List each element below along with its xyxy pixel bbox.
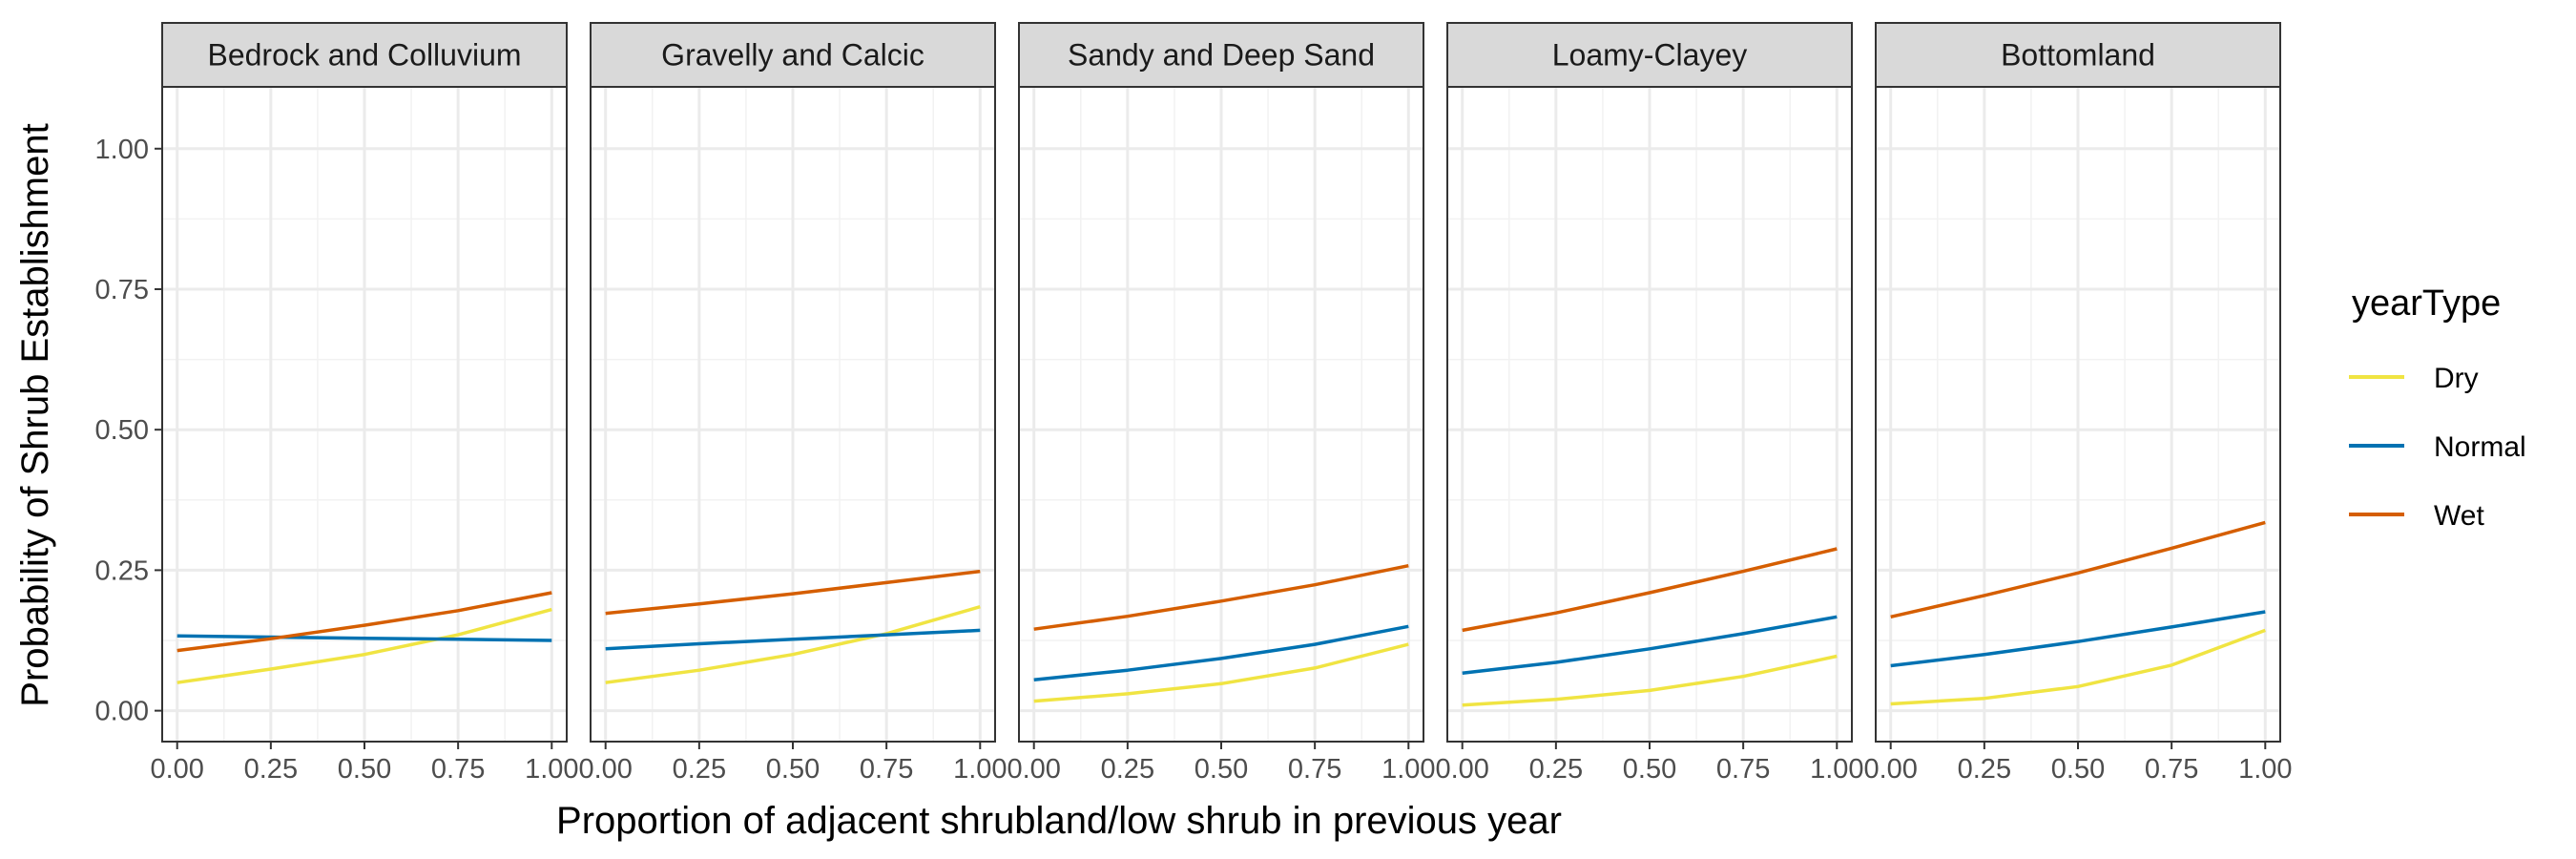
series-line-dry — [1462, 654, 1838, 707]
series-line-normal — [605, 628, 981, 651]
legend-title: yearType — [2352, 283, 2501, 324]
series-line-dry — [1033, 642, 1409, 703]
facet-panel: Gravelly and Calcic 0.00 0.25 0.50 0.75 1.00 — [578, 22, 1008, 785]
facet-strip — [161, 22, 568, 88]
facet-panel: Sandy and Deep Sand 0.00 0.25 0.50 0.75 1.00 — [1007, 22, 1436, 785]
y-tick-label: 1.00 — [95, 135, 149, 165]
series-line-wet — [1033, 563, 1409, 631]
x-tick-label: 0.75 — [431, 754, 485, 785]
x-tick-label: 0.00 — [1863, 754, 1917, 785]
x-tick-label: 0.50 — [338, 754, 391, 785]
x-tick-label: 0.25 — [244, 754, 298, 785]
x-tick-label: 0.25 — [1529, 754, 1583, 785]
x-tick-label: 0.25 — [673, 754, 726, 785]
series-line-normal — [177, 634, 552, 642]
x-tick-label: 0.75 — [2145, 754, 2198, 785]
series-line-dry — [605, 605, 981, 684]
x-tick-label: 0.50 — [2051, 754, 2105, 785]
x-tick-label: 1.00 — [1381, 754, 1435, 785]
series-line-dry — [1890, 628, 2266, 706]
y-axis: 0.00 0.25 0.50 0.75 1.00 — [95, 135, 162, 727]
facet-panel: Loamy-Clayey 0.00 0.25 0.50 0.75 1.00 — [1435, 22, 1864, 785]
facet-strip — [1446, 22, 1853, 88]
series-line-wet — [1462, 547, 1838, 633]
x-tick-label: 0.75 — [1288, 754, 1341, 785]
x-tick-label: 0.75 — [860, 754, 913, 785]
x-tick-label: 0.00 — [1435, 754, 1488, 785]
legend-item: Wet — [2349, 500, 2484, 532]
legend-label: Dry — [2434, 363, 2479, 394]
x-tick-label: 0.00 — [1007, 754, 1060, 785]
facet-strip — [1018, 22, 1424, 88]
y-tick-label: 0.25 — [95, 555, 149, 586]
x-tick-label: 1.00 — [2238, 754, 2292, 785]
legend-label: Wet — [2434, 500, 2484, 532]
facet-panels: Bedrock and Colluvium 0.00 0.25 0.50 0.75 1.0… — [150, 22, 2293, 785]
legend: yearType Dry Normal Wet — [2349, 283, 2526, 532]
x-tick-label: 1.00 — [525, 754, 578, 785]
legend-items: Dry Normal Wet — [2349, 363, 2526, 532]
x-tick-label: 0.75 — [1716, 754, 1770, 785]
x-tick-label: 0.25 — [1101, 754, 1154, 785]
x-tick-label: 0.00 — [150, 754, 203, 785]
series-line-dry — [177, 607, 552, 684]
facet-strip — [590, 22, 996, 88]
facet-strip — [1875, 22, 2281, 88]
series-line-wet — [1890, 520, 2266, 619]
series-line-wet — [177, 591, 552, 653]
x-tick-label: 0.50 — [766, 754, 820, 785]
x-tick-label: 0.00 — [578, 754, 632, 785]
series-line-wet — [605, 569, 981, 616]
series-line-normal — [1462, 615, 1838, 675]
facet-strip-label: Loamy-Clayey — [1552, 38, 1748, 73]
facet-strip-label: Gravelly and Calcic — [661, 38, 924, 73]
series-line-normal — [1890, 610, 2266, 668]
legend-item: Dry — [2349, 363, 2479, 394]
facet-strip-label: Bedrock and Colluvium — [207, 38, 521, 73]
facet-strip-label: Bottomland — [2001, 38, 2155, 73]
y-tick-label: 0.75 — [95, 275, 149, 305]
x-tick-label: 0.50 — [1195, 754, 1248, 785]
x-axis-title: Proportion of adjacent shrubland/low shr… — [556, 800, 1562, 842]
x-tick-label: 0.25 — [1958, 754, 2011, 785]
facet-strip-label: Sandy and Deep Sand — [1068, 38, 1375, 73]
x-tick-label: 1.00 — [953, 754, 1007, 785]
x-tick-label: 1.00 — [1810, 754, 1863, 785]
legend-item: Normal — [2349, 431, 2526, 463]
y-tick-label: 0.50 — [95, 415, 149, 446]
facet-panel: Bedrock and Colluvium 0.00 0.25 0.50 0.75 1.0… — [150, 22, 579, 785]
facet-panel: Bottomland 0.00 0.25 0.50 0.75 1.00 — [1863, 22, 2293, 785]
x-tick-label: 0.50 — [1623, 754, 1676, 785]
y-tick-label: 0.00 — [95, 697, 149, 727]
y-axis-title: Probability of Shrub Establishment — [14, 123, 56, 706]
series-line-normal — [1033, 624, 1409, 681]
legend-label: Normal — [2434, 431, 2526, 463]
